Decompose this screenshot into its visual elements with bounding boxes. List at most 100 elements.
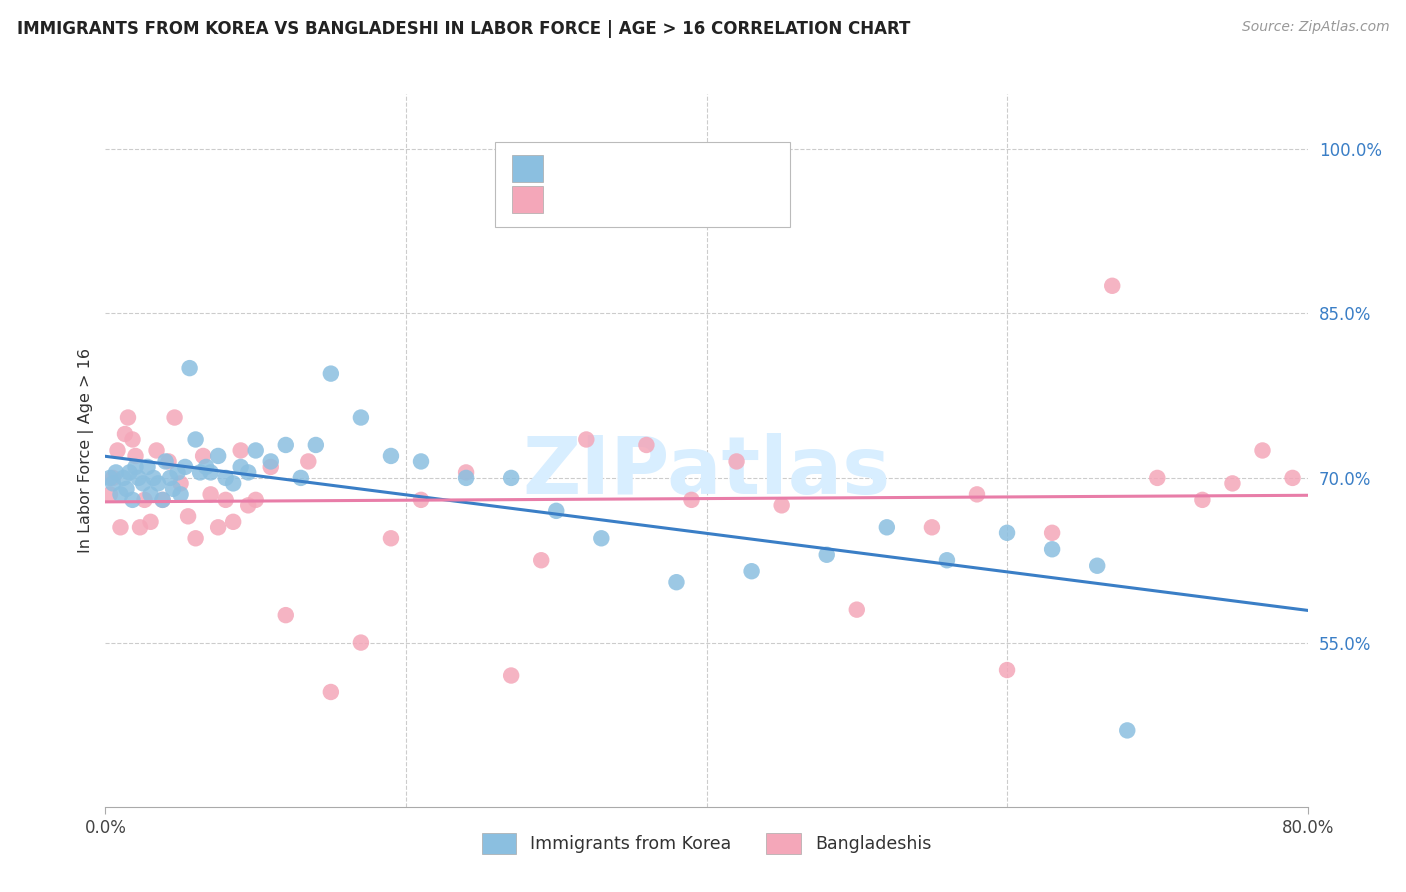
Text: Source: ZipAtlas.com: Source: ZipAtlas.com — [1241, 20, 1389, 34]
Point — [936, 553, 959, 567]
Point — [121, 492, 143, 507]
Point — [214, 492, 236, 507]
Point — [665, 575, 688, 590]
Point — [110, 520, 132, 534]
Point — [174, 459, 197, 474]
Point — [146, 476, 169, 491]
Point — [238, 499, 260, 513]
Point — [456, 466, 478, 480]
Point — [145, 443, 167, 458]
Point — [1085, 558, 1108, 573]
Y-axis label: In Labor Force | Age > 16: In Labor Force | Age > 16 — [79, 348, 94, 553]
Point — [350, 410, 373, 425]
Point — [152, 492, 174, 507]
Point — [159, 471, 181, 485]
Point — [456, 471, 478, 485]
Point — [1281, 471, 1303, 485]
Point — [162, 482, 184, 496]
Point — [169, 476, 191, 491]
Point — [128, 471, 150, 485]
Point — [409, 454, 432, 468]
Point — [184, 433, 207, 447]
Point — [169, 487, 191, 501]
Point — [681, 492, 703, 507]
Point — [117, 410, 139, 425]
Point — [1402, 487, 1406, 501]
Point — [155, 454, 177, 468]
Point — [1146, 471, 1168, 485]
Point — [188, 466, 211, 480]
Point — [166, 466, 188, 480]
Point — [207, 520, 229, 534]
Point — [157, 454, 180, 468]
Point — [139, 487, 162, 501]
Text: IMMIGRANTS FROM KOREA VS BANGLADESHI IN LABOR FORCE | AGE > 16 CORRELATION CHART: IMMIGRANTS FROM KOREA VS BANGLADESHI IN … — [17, 20, 910, 37]
Point — [290, 471, 312, 485]
Text: 64: 64 — [706, 160, 730, 178]
Point — [114, 427, 136, 442]
Point — [245, 492, 267, 507]
Point — [229, 443, 252, 458]
Point — [815, 548, 838, 562]
Point — [1312, 476, 1334, 491]
Point — [591, 531, 613, 545]
Point — [1341, 471, 1364, 485]
Point — [179, 361, 201, 376]
Text: 60: 60 — [706, 191, 730, 209]
Point — [350, 635, 373, 649]
Point — [274, 438, 297, 452]
Point — [195, 459, 218, 474]
Point — [1040, 542, 1063, 557]
Point — [530, 553, 553, 567]
Point — [245, 443, 267, 458]
Point — [1371, 482, 1393, 496]
Point — [409, 492, 432, 507]
Text: -0.219: -0.219 — [589, 160, 652, 178]
Text: N =: N = — [668, 191, 707, 209]
Point — [546, 504, 568, 518]
Text: 0.041: 0.041 — [589, 191, 650, 209]
Legend: Immigrants from Korea, Bangladeshis: Immigrants from Korea, Bangladeshis — [472, 824, 941, 863]
Point — [1116, 723, 1139, 738]
Point — [501, 668, 523, 682]
Point — [995, 663, 1018, 677]
Point — [191, 449, 214, 463]
Point — [115, 482, 138, 496]
Point — [184, 531, 207, 545]
Point — [112, 471, 135, 485]
Point — [380, 449, 402, 463]
Point — [921, 520, 943, 534]
Point — [214, 471, 236, 485]
Point — [124, 449, 146, 463]
Point — [319, 367, 342, 381]
Point — [966, 487, 988, 501]
Point — [501, 471, 523, 485]
Point — [238, 466, 260, 480]
Point — [741, 564, 763, 578]
Point — [98, 487, 121, 501]
Point — [207, 449, 229, 463]
Point — [1101, 278, 1123, 293]
Text: R =: R = — [551, 160, 589, 178]
Point — [876, 520, 898, 534]
Point — [104, 466, 127, 480]
Point — [121, 433, 143, 447]
Point — [319, 685, 342, 699]
Point — [1191, 492, 1213, 507]
Point — [575, 433, 598, 447]
Point — [1222, 476, 1244, 491]
Text: R =: R = — [551, 191, 589, 209]
Point — [124, 459, 146, 474]
Point — [118, 466, 141, 480]
Point — [132, 476, 155, 491]
Point — [107, 443, 129, 458]
Point — [274, 608, 297, 623]
Point — [136, 459, 159, 474]
Point — [380, 531, 402, 545]
Point — [200, 487, 222, 501]
Point — [725, 454, 748, 468]
Point — [163, 410, 186, 425]
Point — [260, 454, 283, 468]
Point — [134, 492, 156, 507]
Point — [297, 454, 319, 468]
